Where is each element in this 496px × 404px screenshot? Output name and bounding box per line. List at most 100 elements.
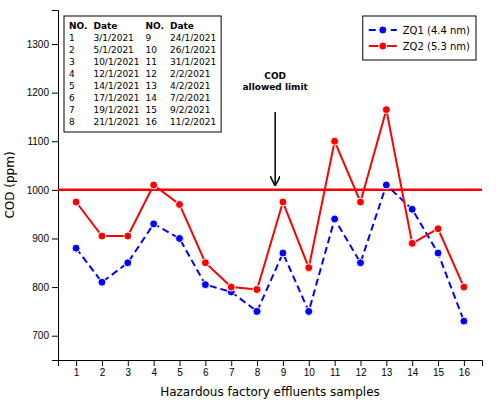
table-cell: 5 [69, 81, 75, 91]
series-point [356, 259, 364, 267]
y-tick-mark [52, 93, 58, 94]
table-cell: 26/1/2021 [170, 45, 216, 55]
table-cell: 17/1/2021 [93, 93, 139, 103]
table-box [64, 16, 221, 132]
table-cell: 11/2/2021 [170, 117, 216, 127]
x-tick: 12 [355, 360, 367, 378]
series-point [434, 225, 442, 233]
series-point [460, 317, 468, 325]
x-tick-mark [283, 360, 284, 366]
x-tick-mark [205, 360, 206, 366]
x-tick-mark [386, 360, 387, 366]
series-point [305, 264, 313, 272]
table-header-cell: Date [93, 21, 117, 31]
y-tick-mark [52, 287, 58, 288]
y-tick-label: 1100 [27, 136, 49, 147]
table-header-cell: Date [170, 21, 194, 31]
series-point [253, 307, 261, 315]
y-tick-mark [52, 336, 58, 337]
series-point [408, 205, 416, 213]
table-cell: 10 [146, 45, 158, 55]
series-point [227, 283, 235, 291]
annotation: CODallowed limit [242, 71, 308, 185]
y-tick-label: 700 [32, 330, 49, 341]
y-tick: 1000 [27, 185, 58, 196]
limit-line [58, 189, 482, 192]
chart: 1234567891011121314151670080090010001100… [0, 0, 496, 404]
table-cell: 14/1/2021 [93, 81, 139, 91]
series-point [331, 215, 339, 223]
x-tick-mark [412, 360, 413, 366]
x-tick: 4 [151, 360, 157, 378]
x-tick-label: 9 [281, 367, 287, 378]
series-point [434, 249, 442, 257]
x-tick-mark [76, 360, 77, 366]
x-tick-label: 1 [74, 367, 80, 378]
x-tick: 9 [281, 360, 287, 378]
x-tick: 2 [100, 360, 106, 378]
x-tick-label: 12 [355, 367, 367, 378]
y-tick-label: 1300 [27, 39, 50, 50]
table-cell: 4 [69, 69, 75, 79]
series-point [331, 137, 339, 145]
x-tick: 14 [407, 360, 419, 378]
series-point [150, 181, 158, 189]
y-tick: 800 [32, 282, 58, 293]
x-tick: 10 [304, 360, 316, 378]
x-axis-line [59, 361, 483, 367]
x-tick-mark [102, 360, 103, 366]
series-point [201, 259, 209, 267]
x-tick-label: 13 [381, 367, 393, 378]
table-cell: 4/2/2021 [170, 81, 210, 91]
table-cell: 10/1/2021 [93, 57, 139, 67]
x-tick-label: 5 [177, 367, 183, 378]
series-point [201, 281, 209, 289]
table-cell: 24/1/2021 [170, 33, 216, 43]
legend-marker [379, 42, 387, 50]
legend-marker [379, 26, 387, 34]
y-axis: 7008009001000110012001300 [27, 11, 59, 361]
x-tick-label: 7 [229, 367, 235, 378]
y-tick-mark [52, 238, 58, 239]
series-point [305, 307, 313, 315]
x-tick-mark [257, 360, 258, 366]
x-tick-label: 6 [203, 367, 209, 378]
x-tick-mark [180, 360, 181, 366]
series-point [124, 259, 132, 267]
x-tick: 7 [229, 360, 235, 378]
x-tick: 8 [255, 360, 261, 378]
table-cell: 31/1/2021 [170, 57, 216, 67]
table-cell: 16 [146, 117, 158, 127]
marks [58, 106, 482, 325]
annotation-line: COD [264, 71, 286, 81]
x-tick-mark [128, 360, 129, 366]
x-tick: 13 [381, 360, 393, 378]
x-tick-mark [231, 360, 232, 366]
table-cell: 11 [146, 57, 157, 67]
table-cell: 9 [146, 33, 152, 43]
series-point [356, 198, 364, 206]
series-point [98, 232, 106, 240]
x-tick: 1 [74, 360, 80, 378]
x-tick-label: 15 [433, 367, 445, 378]
table-cell: 6 [69, 93, 75, 103]
series-point [279, 249, 287, 257]
table-cell: 21/1/2021 [93, 117, 139, 127]
y-tick: 1300 [27, 39, 58, 50]
x-tick: 11 [330, 360, 341, 378]
x-tick-mark [309, 360, 310, 366]
series-point [176, 234, 184, 242]
series-point [460, 283, 468, 291]
table-cell: 12/1/2021 [93, 69, 139, 79]
x-tick-label: 2 [100, 367, 106, 378]
series-point [150, 220, 158, 228]
x-tick-mark [335, 360, 336, 366]
x-tick-mark [154, 360, 155, 366]
annotation-arrow [274, 112, 276, 185]
table-cell: 12 [146, 69, 157, 79]
x-tick: 6 [203, 360, 209, 378]
table-cell: 3 [69, 57, 75, 67]
table-cell: 13 [146, 81, 157, 91]
y-tick-mark [52, 141, 58, 142]
x-tick-label: 11 [330, 367, 341, 378]
